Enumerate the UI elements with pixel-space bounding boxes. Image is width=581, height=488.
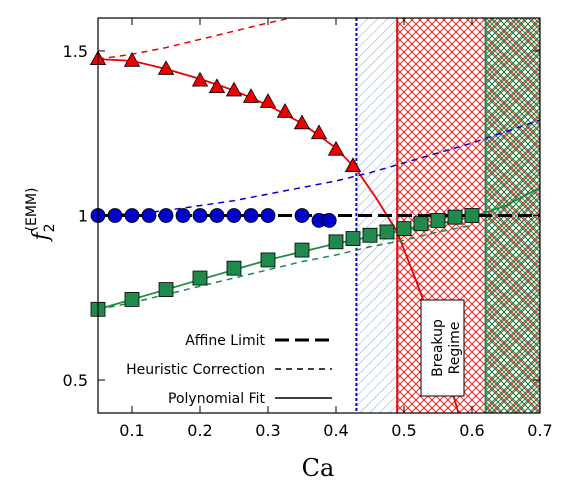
marker-circle [294,208,310,223]
annotation-line-1: Breakup [430,319,446,377]
marker-circle [243,208,259,223]
x-tick-label: 0.1 [119,421,144,440]
marker-triangle [293,114,311,130]
marker-square [413,216,429,232]
marker-circle [158,208,174,223]
marker-triangle [157,60,175,75]
y-tick-label: 0.5 [63,371,88,390]
marker-triangle [123,51,141,67]
marker-triangle [327,140,345,156]
marker-square [124,292,140,307]
x-tick-label: 0.5 [391,421,416,440]
y-axis-label-subscript: 2 [42,223,58,232]
marker-circle [209,208,225,223]
axes: 0.1 0.2 0.3 0.4 0.5 0.6 0.7 0.5 1 1.5 [63,17,553,440]
legend-label-polynomial: Polynomial Fit [168,391,265,407]
marker-square [226,260,242,276]
correction-red [98,18,295,60]
marker-square [294,242,310,258]
marker-square [362,227,378,243]
marker-circle [226,208,242,223]
marker-square [328,234,344,250]
marker-square [260,252,276,268]
marker-square [447,209,463,225]
annotation-line-2: Regime [447,322,463,375]
correction-green [98,224,473,311]
breakup-regime-annotation: Breakup Regime [420,299,465,397]
marker-square [192,270,208,286]
x-tick-label: 0.4 [323,421,348,440]
marker-triangle [276,102,294,118]
marker-circle [321,213,337,228]
legend-label-heuristic: Heuristic Correction [126,362,265,378]
marker-circle [192,208,208,223]
legend: Affine Limit Heuristic Correction Polyno… [126,333,332,407]
marker-circle [124,208,140,223]
marker-triangle [208,78,226,94]
marker-triangle [191,71,209,87]
data-markers [89,50,480,317]
marker-triangle [259,93,277,108]
marker-triangle [242,88,260,103]
marker-circle [107,208,123,223]
svg-text:f2(EMM): f2(EMM) [24,187,58,242]
marker-triangle [310,124,328,140]
marker-circle [175,208,191,223]
marker-square [464,208,480,223]
x-tick-label: 0.2 [187,421,212,440]
marker-square [430,213,446,228]
y-tick-label: 1.5 [63,42,88,61]
x-tick-label: 0.3 [255,421,280,440]
x-tick-label: 0.6 [459,421,484,440]
marker-square [345,231,361,246]
y-tick-label: 1 [78,207,88,226]
marker-square [379,224,395,240]
legend-label-affine: Affine Limit [185,333,265,349]
marker-circle [260,208,276,223]
marker-triangle [344,157,362,173]
y-axis-label-superscript: (EMM) [24,187,40,231]
annotation-box [420,299,465,397]
marker-square [158,282,174,297]
marker-square [396,221,412,237]
x-tick-label: 0.7 [527,421,552,440]
correction-blue [98,119,540,217]
marker-circle [141,208,157,223]
y-axis-label: f2(EMM) [24,187,58,242]
marker-triangle [225,81,243,97]
x-axis-label: Ca [302,454,335,482]
